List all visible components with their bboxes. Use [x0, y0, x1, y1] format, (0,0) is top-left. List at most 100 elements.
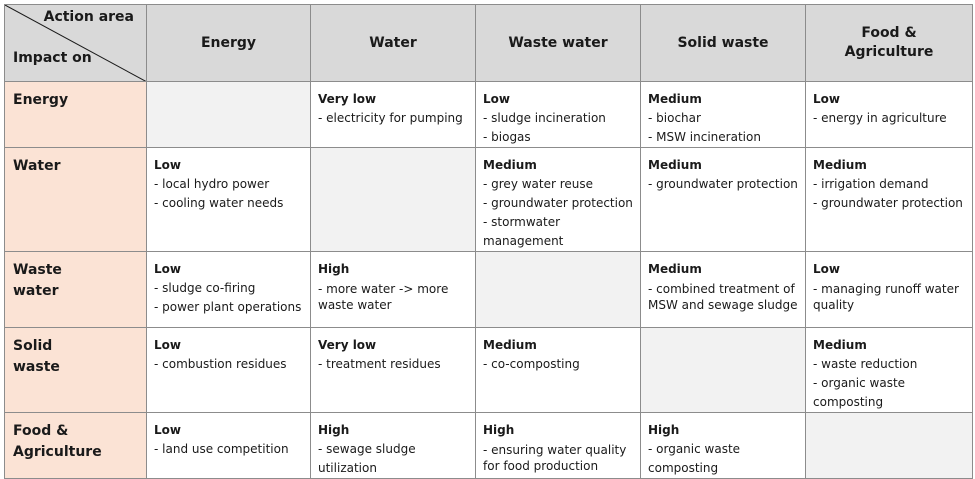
impact-item: - groundwater protection: [483, 196, 633, 210]
impact-item: - stormwater management: [483, 215, 564, 248]
row-header-water: Water: [4, 147, 147, 252]
impact-item: - combined treatment of MSW and sewage s…: [648, 282, 798, 312]
impact-item: - local hydro power: [154, 177, 270, 191]
impact-cell: High - sewage sludge utilization: [310, 412, 476, 479]
column-header-energy: Energy: [146, 4, 311, 82]
column-header-waste-water: Waste water: [475, 4, 641, 82]
impact-cell: Very low - treatment residues: [310, 327, 476, 413]
impact-level: High: [483, 423, 515, 437]
impact-level: Medium: [648, 92, 702, 106]
table-row: Solid waste Low - combustion residues Very …: [4, 327, 973, 413]
impact-level: Medium: [483, 158, 537, 172]
diagonal-empty-cell: [805, 412, 973, 479]
row-header-label: Energy: [13, 92, 69, 108]
row-header-label: Solid waste: [13, 338, 60, 375]
impact-item: - biogas: [483, 130, 531, 144]
column-header-solid-waste: Solid waste: [640, 4, 806, 82]
impact-cell: Low - local hydro power - cooling water ne…: [146, 147, 311, 252]
impact-level: Medium: [648, 262, 702, 276]
impact-level: High: [318, 423, 350, 437]
impact-on-label: Impact on: [13, 50, 92, 66]
column-header-food-agriculture-text: Food & Agriculture: [844, 25, 934, 60]
impact-cell: Medium - waste reduction - organic waste c…: [805, 327, 973, 413]
impact-level: Low: [154, 158, 181, 172]
impact-item: - managing runoff water quality: [813, 282, 959, 312]
impact-level: Low: [813, 262, 840, 276]
impact-item: - sewage sludge utilization: [318, 442, 416, 475]
table-row: Water Low - local hydro power - cooling wat…: [4, 147, 973, 252]
impact-item: - energy in agriculture: [813, 111, 947, 125]
impact-item: - MSW incineration: [648, 130, 761, 144]
impact-item: - more water -> more waste water: [318, 282, 449, 312]
impact-cell: Medium - co-composting: [475, 327, 641, 413]
impact-item: - grey water reuse: [483, 177, 594, 191]
table-row: Energy Very low - electricity for pumping L…: [4, 81, 973, 148]
corner-cell: Action area Impact on: [4, 4, 147, 82]
row-header-label: Waste water: [13, 262, 62, 299]
impact-cell: High - organic waste composting: [640, 412, 806, 479]
diagonal-empty-cell: [640, 327, 806, 413]
impact-item: - irrigation demand: [813, 177, 929, 191]
impact-item: - organic waste composting: [813, 376, 906, 409]
row-header-food-and-agriculture: Food & Agriculture: [4, 412, 147, 479]
impact-level: High: [648, 423, 680, 437]
impact-level: Low: [154, 423, 181, 437]
impact-cell: High - more water -> more waste water: [310, 251, 476, 328]
table-row: Food & Agriculture Low - land use competit…: [4, 412, 973, 479]
impact-item: - sludge co-firing: [154, 281, 256, 295]
impact-item: - waste reduction: [813, 357, 918, 371]
impact-level: Low: [483, 92, 510, 106]
impact-item: - biochar: [648, 111, 701, 125]
impact-item: - combustion residues: [154, 357, 287, 371]
impact-level: Medium: [813, 158, 867, 172]
impact-level: Low: [813, 92, 840, 106]
impact-matrix: Action area Impact on Energy Water Waste…: [4, 4, 973, 479]
impact-cell: Medium - grey water reuse - groundwater pr…: [475, 147, 641, 252]
diagonal-empty-cell: [146, 81, 311, 148]
column-header-food-agriculture: Food & Agriculture: [805, 4, 973, 82]
impact-item: - land use competition: [154, 442, 289, 456]
impact-item: - sludge incineration: [483, 111, 606, 125]
row-header-waste-water: Waste water: [4, 251, 147, 328]
table-row: Waste water Low - sludge co-firing - power …: [4, 251, 973, 328]
impact-item: - organic waste composting: [648, 442, 741, 475]
impact-item: - treatment residues: [318, 357, 441, 371]
impact-level: Medium: [648, 158, 702, 172]
diagonal-empty-cell: [475, 251, 641, 328]
impact-level: Very low: [318, 92, 377, 106]
row-header-solid-waste: Solid waste: [4, 327, 147, 413]
impact-cell: Very low - electricity for pumping: [310, 81, 476, 148]
diagonal-divider: [5, 5, 146, 81]
impact-level: Low: [154, 262, 181, 276]
impact-item: - groundwater protection: [648, 177, 798, 191]
impact-cell: Low - managing runoff water quality: [805, 251, 973, 328]
impact-item: - cooling water needs: [154, 196, 284, 210]
impact-item: - power plant operations: [154, 300, 302, 314]
impact-level: Very low: [318, 338, 377, 352]
impact-item: - co-composting: [483, 357, 580, 371]
impact-level: Low: [154, 338, 181, 352]
action-area-label: Action area: [43, 9, 134, 25]
impact-cell: High - ensuring water quality for food pr…: [475, 412, 641, 479]
impact-table: Action area Impact on Energy Water Waste…: [4, 4, 973, 479]
header-row: Action area Impact on Energy Water Waste…: [4, 4, 973, 82]
matrix-body: Energy Very low - electricity for pumping L…: [4, 81, 973, 479]
impact-cell: Medium - irrigation demand - groundwater p…: [805, 147, 973, 252]
impact-level: Medium: [813, 338, 867, 352]
row-header-label: Water: [13, 158, 61, 174]
impact-item: - electricity for pumping: [318, 111, 463, 125]
impact-cell: Low - sludge incineration - biogas: [475, 81, 641, 148]
impact-cell: Medium - combined treatment of MSW and se…: [640, 251, 806, 328]
impact-cell: Medium - biochar - MSW incineration: [640, 81, 806, 148]
impact-level: Medium: [483, 338, 537, 352]
column-header-water: Water: [310, 4, 476, 82]
impact-level: High: [318, 262, 350, 276]
impact-cell: Low - land use competition: [146, 412, 311, 479]
impact-item: - ensuring water quality for food produc…: [483, 443, 627, 473]
impact-cell: Low - sludge co-firing - power plant opera…: [146, 251, 311, 328]
row-header-energy: Energy: [4, 81, 147, 148]
impact-cell: Low - combustion residues: [146, 327, 311, 413]
row-header-label: Food & Agriculture: [13, 423, 102, 460]
diagonal-empty-cell: [310, 147, 476, 252]
impact-cell: Medium - groundwater protection: [640, 147, 806, 252]
